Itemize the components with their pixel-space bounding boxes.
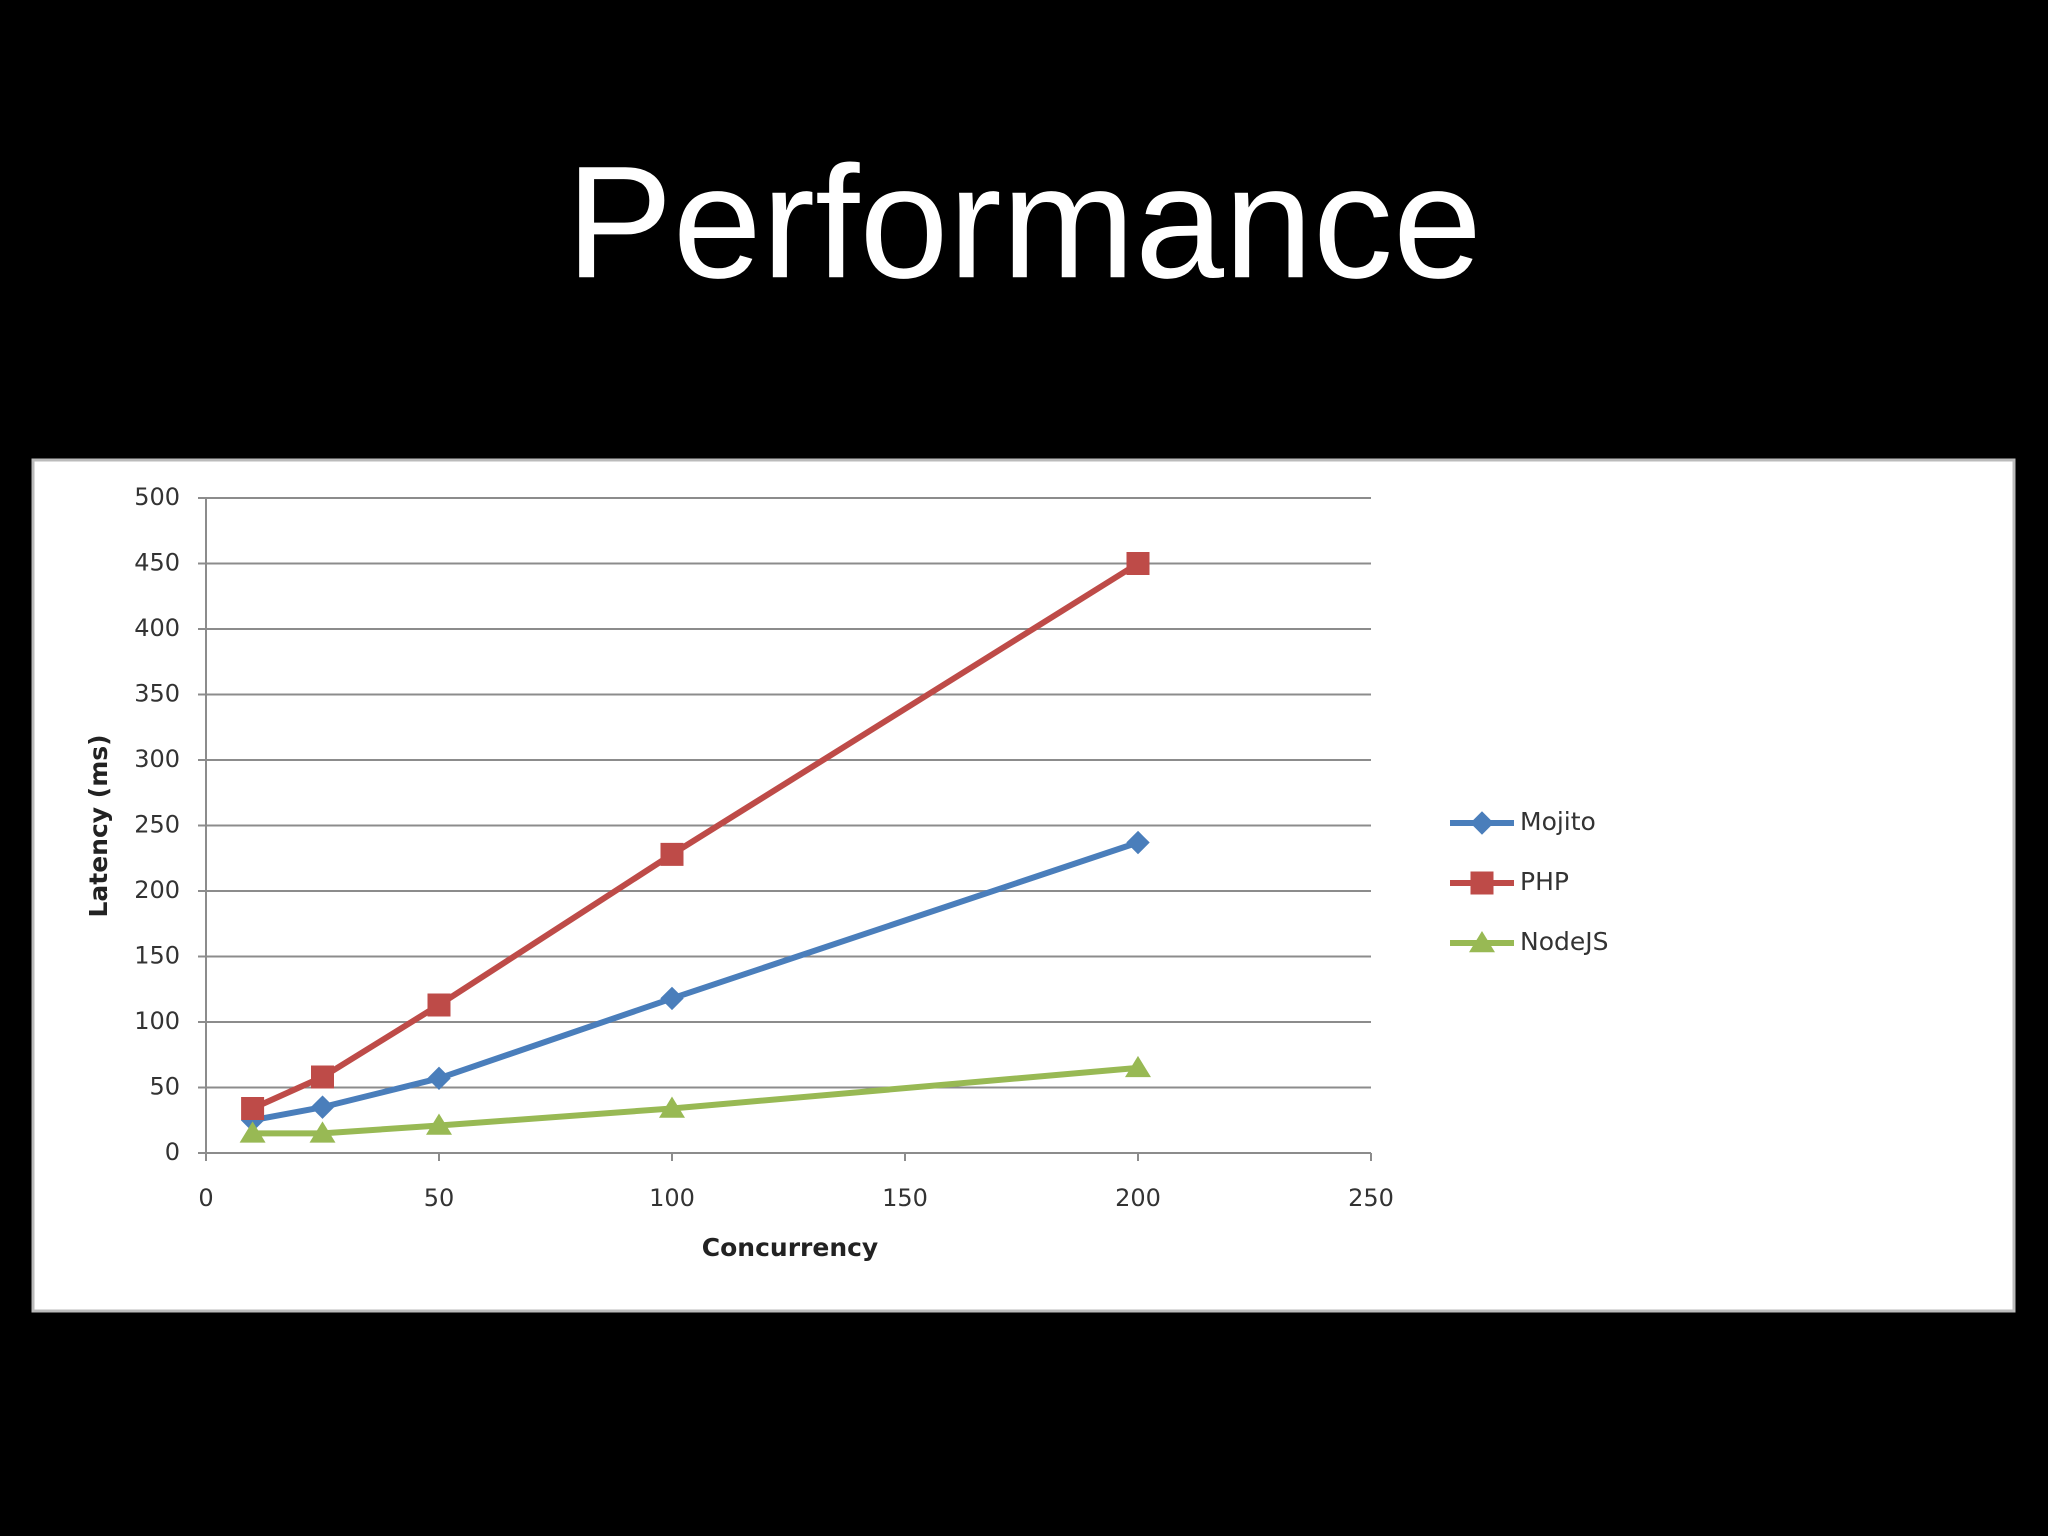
marker [660,842,684,866]
x-tick-label: 100 [649,1184,695,1212]
y-tick-label: 150 [134,942,180,970]
x-axis-title: Concurrency [702,1233,878,1262]
x-tick-label: 200 [1115,1184,1161,1212]
y-axis-title: Latency (ms) [84,734,113,917]
y-tick-label: 450 [134,549,180,577]
marker [426,1113,452,1135]
slide-title: Performance [566,132,1482,311]
marker [1125,1055,1151,1078]
marker [1126,830,1150,855]
marker [241,1096,265,1120]
marker [1469,931,1495,953]
y-tick-label: 50 [149,1073,180,1101]
y-tick-label: 400 [134,614,180,642]
marker [311,1065,334,1089]
legend-label: Mojito [1520,807,1596,836]
x-tick-label: 0 [198,1184,213,1212]
y-tick-label: 500 [134,483,180,511]
y-tick-label: 300 [134,745,180,773]
x-tick-label: 250 [1348,1184,1394,1212]
marker [1470,811,1494,835]
legend-label: NodeJS [1520,927,1609,956]
marker [309,1121,336,1143]
y-tick-label: 0 [165,1138,180,1166]
marker [427,1066,451,1091]
x-tick-label: 150 [882,1184,928,1212]
marker [239,1121,266,1143]
chart-frame [31,458,2016,1313]
marker [659,1096,685,1118]
y-tick-label: 200 [134,876,180,904]
y-tick-label: 250 [134,811,180,839]
marker [1126,552,1150,575]
marker [427,993,451,1017]
y-tick-label: 100 [134,1007,180,1035]
x-tick-label: 50 [424,1184,455,1212]
legend-label: PHP [1520,867,1569,896]
marker [310,1095,335,1119]
marker [660,986,684,1011]
y-tick-label: 350 [134,680,180,708]
marker [1470,871,1494,895]
